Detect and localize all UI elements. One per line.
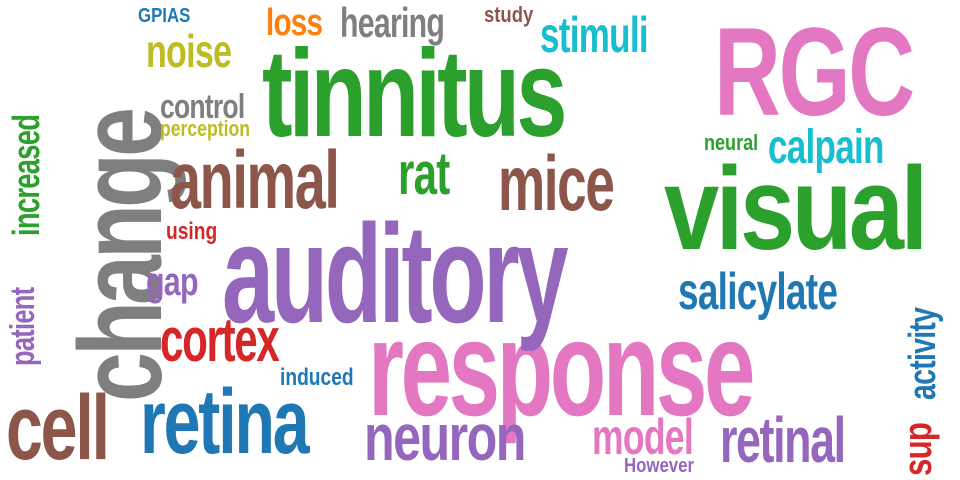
word-However: However xyxy=(624,455,695,477)
word-rat: rat xyxy=(398,140,450,207)
word-induced: induced xyxy=(280,364,354,391)
word-response: response xyxy=(368,292,755,444)
word-mice: mice xyxy=(498,139,615,227)
word-salicylate: salicylate xyxy=(678,263,838,321)
word-retina: retina xyxy=(140,371,310,473)
word-model: model xyxy=(592,409,694,465)
word-GPIAS: GPIAS xyxy=(138,5,191,27)
word-calpain: calpain xyxy=(768,121,884,174)
word-stimuli: stimuli xyxy=(540,7,649,63)
word-retinal: retinal xyxy=(720,404,846,476)
word-visual: visual xyxy=(664,143,928,275)
word-patient: patient xyxy=(4,287,42,366)
word-cortex: cortex xyxy=(160,306,280,375)
word-animal: animal xyxy=(170,135,340,226)
word-perception: perception xyxy=(160,116,250,141)
word-activity: activity xyxy=(902,307,944,400)
word-control: control xyxy=(160,88,245,126)
word-gap: gap xyxy=(146,260,199,304)
word-auditory: auditory xyxy=(222,195,569,352)
word-neuron: neuron xyxy=(364,400,526,474)
word-hearing: hearing xyxy=(340,0,445,46)
word-RGC: RGC xyxy=(714,3,915,142)
word-noise: noise xyxy=(146,25,232,77)
word-loss: loss xyxy=(266,2,323,44)
word-using: using xyxy=(166,218,218,245)
word-increased: increased xyxy=(6,114,48,236)
word-study: study xyxy=(484,2,534,27)
word-neural: neural xyxy=(704,130,759,155)
word-tinnitus: tinnitus xyxy=(262,25,567,163)
word-cell: cell xyxy=(6,377,110,479)
word-sup: sup xyxy=(896,422,940,476)
